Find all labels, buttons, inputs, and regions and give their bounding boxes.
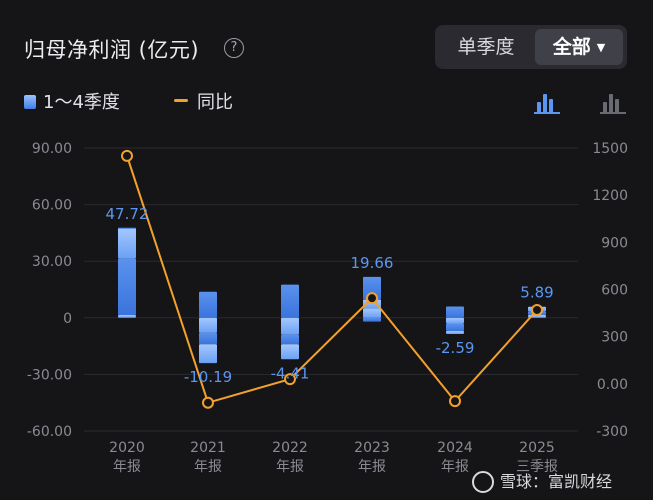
bar-segment [199,344,217,364]
bar-segment [446,323,464,332]
watermark-text: 雪球：富凯财经 [500,472,613,491]
bar-segment [118,314,136,318]
y-right-tick-label: 0.00 [597,377,628,393]
x-tick-label: 2025 [519,440,555,456]
period-toggle: 单季度 全部 ▼ [435,25,627,69]
bar-data-label: 19.66 [351,254,394,272]
bar-data-label: -10.19 [184,368,232,386]
bar-segment [199,291,217,318]
bar-data-label: -2.59 [436,339,475,357]
bar-segment [363,308,381,318]
legend-item-quarters[interactable]: 1～4季度 [24,90,120,116]
bar-segment [118,227,136,229]
yoy-point [121,149,133,162]
legend-line-swatch [174,99,188,102]
bar-segment [281,284,299,318]
bar-segment [118,258,136,315]
bar-segment [446,306,464,318]
x-tick-label: 年报 [276,459,304,475]
yoy-line [126,155,538,404]
bar-segment [199,332,217,345]
bar-segment [281,344,299,360]
y-right-tick-label: -300 [596,424,628,440]
y-left-tick-label: 90.00 [32,141,72,157]
x-tick-label: 2024 [437,440,473,456]
x-tick-label: 2021 [190,440,226,456]
bar-segment [363,317,381,322]
y-left-tick-label: -60.00 [27,424,72,440]
bar-data-label: 47.72 [106,205,149,223]
yoy-point [202,396,214,409]
x-tick-label: 年报 [194,459,222,475]
x-tick-label: 2023 [354,440,390,456]
bar-segment [199,317,217,333]
all-periods-label: 全部 [552,36,591,58]
bar-data-label: -4.41 [271,364,310,382]
x-tick-label: 年报 [441,459,469,475]
chart-header: 归母净利润 (亿元) ? 单季度 全部 ▼ [0,0,653,90]
yoy-point [366,292,378,305]
watermark: 雪球：富凯财经 [472,468,612,493]
x-tick-label: 三季报 [516,459,558,475]
all-periods-dropdown[interactable]: 全部 ▼ [535,29,623,65]
bar-data-label: 5.89 [520,284,553,302]
xueqiu-logo [472,471,494,493]
legend-item-yoy[interactable]: 同比 [174,90,233,116]
legend-quarters-label: 1～4季度 [43,92,120,113]
yoy-point [531,303,543,316]
bar-segment [446,317,464,324]
bar-chart-icon[interactable] [534,92,560,114]
legend-yoy-label: 同比 [197,92,233,113]
bar-segment [118,228,136,259]
x-tick-label: 年报 [113,459,141,475]
y-right-tick-label: 1200 [592,188,628,204]
y-left-tick-label: 0 [63,311,72,327]
bar-segment [363,276,381,300]
yoy-point [284,373,296,386]
y-left-tick-label: 30.00 [32,254,72,270]
yoy-point [449,395,461,408]
chart-title: 归母净利润 (亿元) [24,38,200,62]
x-tick-label: 2020 [109,440,145,456]
y-left-tick-label: 60.00 [32,198,72,214]
bar-segment [281,317,299,335]
bar-chart-alt-icon[interactable] [600,92,626,114]
caret-down-icon: ▼ [596,41,606,54]
y-right-tick-label: 600 [601,283,628,299]
bar-segment [281,334,299,345]
legend-bar-swatch [24,95,36,109]
y-right-tick-label: 300 [601,330,628,346]
y-left-tick-label: -30.00 [27,367,72,383]
single-quarter-button[interactable]: 单季度 [457,36,515,58]
x-tick-label: 2022 [272,440,308,456]
bar-segment [446,331,464,335]
y-right-tick-label: 900 [601,235,628,251]
x-tick-label: 年报 [358,459,386,475]
y-right-tick-label: 1500 [592,141,628,157]
question-circle-icon[interactable]: ? [224,38,244,58]
